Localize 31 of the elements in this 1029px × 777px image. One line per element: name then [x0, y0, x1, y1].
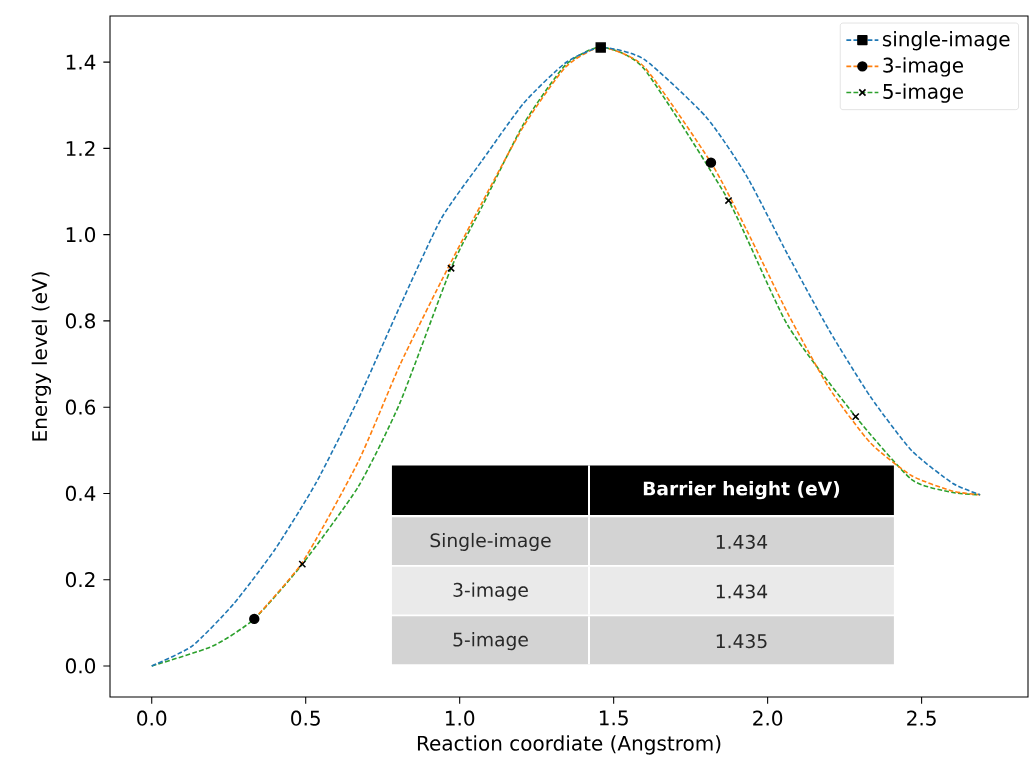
legend-label: 5-image — [883, 83, 964, 103]
point — [705, 157, 717, 168]
point — [724, 196, 733, 205]
x-tick-label: 2.0 — [753, 710, 783, 726]
y-tick-label: 0.6 — [65, 399, 96, 415]
annotation: Barrier height (eV) — [643, 481, 840, 500]
annotation: Single-image — [430, 532, 551, 551]
annotation: 5-image — [453, 632, 528, 651]
x-tick-label: 2.5 — [907, 710, 936, 726]
y-tick-label: 1.2 — [66, 140, 95, 156]
point — [595, 42, 606, 53]
annotation: 1.434 — [716, 584, 768, 599]
point — [249, 613, 260, 625]
y-tick-label: 1.4 — [66, 54, 96, 70]
legend-label: 3-image — [883, 57, 964, 77]
x-tick-label: 1.0 — [445, 710, 475, 726]
y-tick-label: 0.2 — [65, 572, 95, 588]
legend-label: single-image — [882, 31, 1010, 51]
annotation: 3-image — [453, 582, 528, 601]
y-axis-title: Energy level (eV) — [31, 272, 51, 441]
annotation: 1.434 — [716, 534, 768, 549]
x-tick-label: 0.0 — [137, 710, 167, 726]
y-tick-label: 0.4 — [65, 485, 96, 501]
x-tick-label: 1.5 — [599, 710, 628, 726]
point — [851, 412, 860, 421]
annotation: 1.435 — [716, 634, 767, 649]
y-tick-label: 1.0 — [66, 227, 96, 243]
y-tick-label: 0.0 — [65, 658, 96, 674]
y-tick-label: 0.8 — [65, 313, 96, 329]
x-axis-title: Reaction coordiate (Angstrom) — [417, 735, 721, 755]
x-tick-label: 0.5 — [291, 710, 320, 726]
